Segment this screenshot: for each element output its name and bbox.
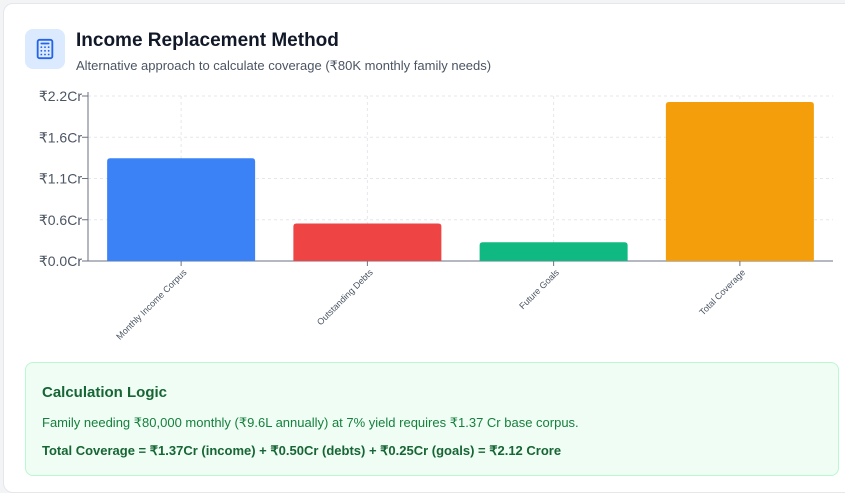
logic-description: Family needing ₹80,000 monthly (₹9.6L an… — [42, 415, 579, 430]
y-tick-label: ₹0.6Cr — [39, 212, 82, 228]
y-tick-label: ₹0.0Cr — [39, 253, 82, 269]
page-title: Income Replacement Method — [76, 30, 339, 51]
logic-title: Calculation Logic — [42, 384, 168, 401]
x-tick-label: Outstanding Debts — [315, 267, 375, 327]
bar — [665, 102, 814, 261]
x-tick-label: Monthly Income Corpus — [114, 267, 189, 342]
coverage-bar-chart: ₹0.0Cr ₹0.6Cr ₹1.1Cr ₹1.6Cr ₹2.2Cr Monthly In… — [39, 88, 833, 342]
x-tick-label: Future Goals — [517, 267, 561, 311]
y-tick-label: ₹2.2Cr — [39, 88, 82, 104]
bar — [107, 158, 256, 261]
calculation-logic-panel: Calculation Logic Family needing ₹80,000… — [25, 362, 839, 476]
x-tick-label: Total Coverage — [697, 267, 747, 317]
bar — [293, 223, 442, 261]
bar — [479, 242, 628, 261]
calculator-icon — [25, 29, 65, 69]
logic-formula: Total Coverage = ₹1.37Cr (income) + ₹0.5… — [42, 443, 562, 458]
page-subtitle: Alternative approach to calculate covera… — [76, 58, 492, 73]
y-tick-label: ₹1.1Cr — [39, 171, 82, 187]
y-tick-label: ₹1.6Cr — [39, 129, 82, 145]
